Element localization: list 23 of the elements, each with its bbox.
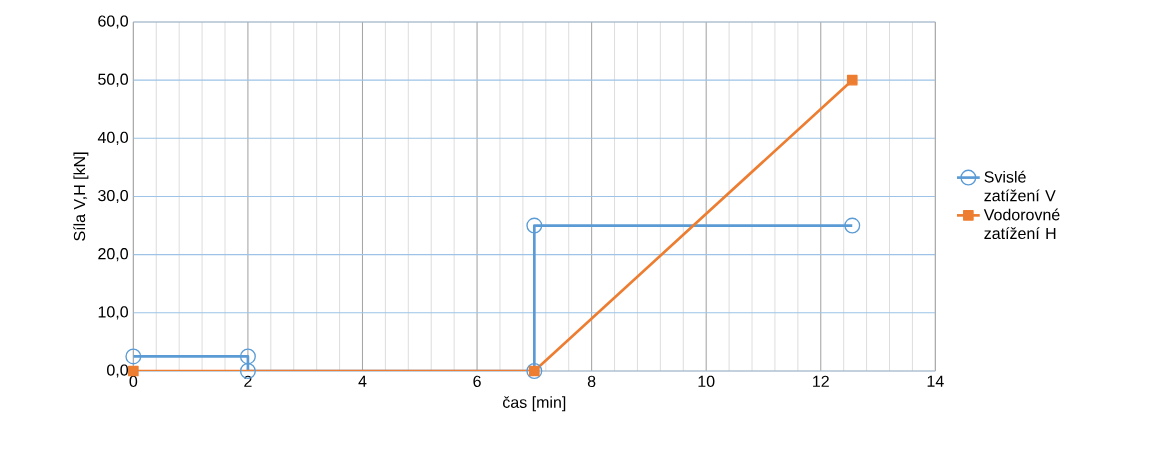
x-tick-label: 4 bbox=[358, 375, 367, 387]
x-tick-label: 14 bbox=[927, 375, 944, 387]
y-tick-label: 10,0 bbox=[98, 306, 129, 320]
x-tick-label: 8 bbox=[587, 375, 596, 388]
x-tick-label: 12 bbox=[813, 375, 829, 387]
y-tick-label: 40,0 bbox=[97, 131, 129, 145]
legend-label: Svislé zatížení V bbox=[984, 170, 1056, 202]
x-tick-label: 2 bbox=[244, 375, 252, 387]
y-axis-title: Síla V,H [kN] bbox=[73, 152, 89, 241]
point bbox=[526, 217, 543, 234]
x-axis-title: čas [min] bbox=[503, 396, 566, 412]
legend-label: Vodorovné zatížení H bbox=[983, 208, 1060, 240]
x-tick-label: 6 bbox=[473, 375, 481, 388]
y-tick-label: 30,0 bbox=[98, 189, 129, 204]
x-tick-label: 10 bbox=[698, 375, 715, 388]
point bbox=[846, 74, 858, 86]
point bbox=[239, 348, 256, 365]
y-tick-label: 60,0 bbox=[98, 15, 129, 29]
y-tick-label: 50,0 bbox=[98, 73, 129, 87]
point bbox=[125, 348, 142, 365]
x-tick-label: 0 bbox=[129, 375, 138, 388]
point bbox=[844, 217, 861, 234]
y-tick-label: 20,0 bbox=[98, 248, 129, 262]
